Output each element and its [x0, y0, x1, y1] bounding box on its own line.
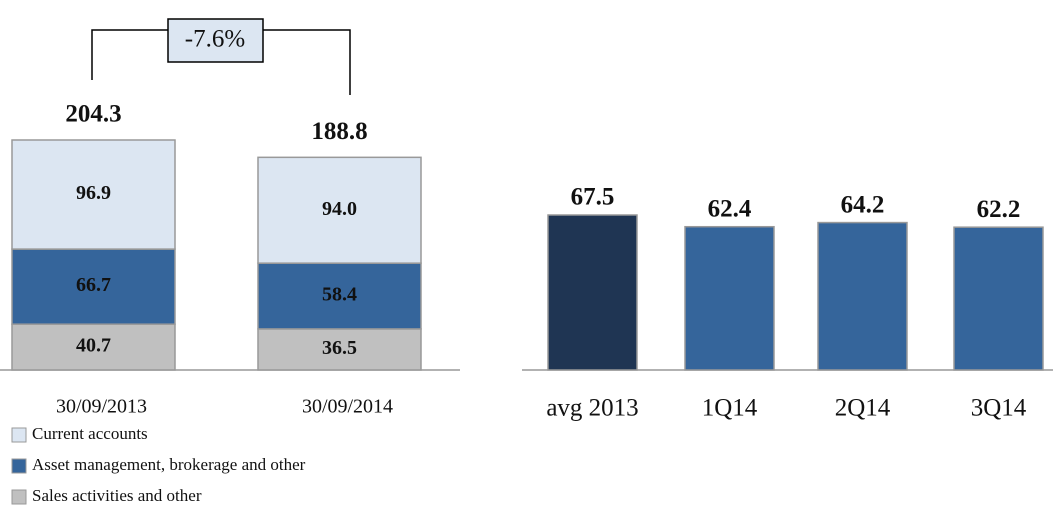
value-label: 64.2: [841, 191, 885, 218]
value-label: 58.4: [322, 284, 357, 306]
total-label: 204.3: [65, 101, 121, 128]
legend-swatch: [11, 427, 27, 443]
value-label: 62.4: [708, 195, 752, 222]
bar: [547, 214, 638, 371]
value-label: 62.2: [977, 196, 1021, 223]
bracket-left: [91, 29, 168, 80]
bar-segment: [11, 139, 176, 250]
x-tick-label: 30/09/2014: [302, 396, 393, 418]
legend-swatch: [11, 458, 27, 474]
value-label: 96.9: [76, 182, 111, 204]
annotation: -7.6%: [185, 26, 245, 53]
annotation-box: [167, 18, 264, 63]
bar-segment: [257, 328, 422, 371]
bar-segment: [257, 156, 422, 264]
x-tick-label: 30/09/2013: [56, 396, 147, 418]
bar: [953, 226, 1044, 371]
legend-label: Current accounts: [32, 424, 148, 443]
x-tick-label: 3Q14: [971, 395, 1027, 422]
bar: [684, 225, 775, 371]
value-label: 94.0: [322, 198, 357, 220]
bracket-right: [263, 29, 351, 95]
legend-label: Asset management, brokerage and other: [32, 455, 306, 474]
bar: [817, 221, 908, 371]
legend-label: Sales activities and other: [32, 486, 202, 505]
value-label: 40.7: [76, 335, 111, 357]
total-label: 188.8: [311, 118, 367, 145]
x-tick-label: 1Q14: [702, 395, 758, 422]
x-tick-label: 2Q14: [835, 395, 891, 422]
x-tick-label: avg 2013: [546, 395, 638, 422]
value-label: 67.5: [571, 184, 615, 211]
value-label: 36.5: [322, 337, 357, 359]
bar-segment: [11, 248, 176, 325]
value-label: 66.7: [76, 274, 111, 296]
legend-swatch: [11, 489, 27, 505]
bar-segment: [257, 262, 422, 330]
